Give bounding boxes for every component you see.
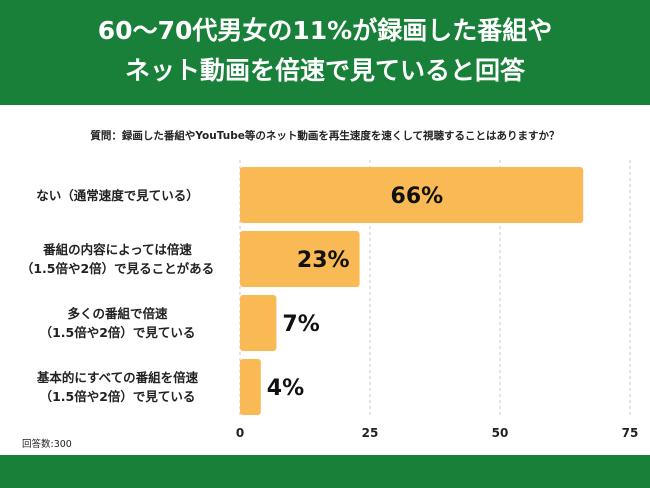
- category-label-line: 基本的にすべての番組を倍速: [36, 370, 199, 385]
- title-line-1: 60〜70代男女の11%が録画した番組や: [97, 16, 553, 45]
- x-tick-label: 50: [492, 426, 509, 440]
- category-label: ない（通常速度で見ている）: [10, 186, 225, 205]
- title-banner: 60〜70代男女の11%が録画した番組や ネット動画を倍速で見ていると回答: [0, 0, 650, 105]
- data-label: 4%: [267, 376, 304, 401]
- category-label-line: 多くの番組で倍速: [67, 306, 168, 321]
- bar: [240, 231, 360, 287]
- category-label-line: （1.5倍や2倍）で見ている: [39, 389, 196, 404]
- title-line-2: ネット動画を倍速で見ていると回答: [124, 56, 525, 85]
- category-label-line: （1.5倍や2倍）で見ることがある: [20, 261, 215, 276]
- category-label: 番組の内容によっては倍速 （1.5倍や2倍）で見ることがある: [10, 240, 225, 278]
- data-label: 7%: [282, 312, 319, 337]
- x-tick-label: 25: [362, 426, 379, 440]
- bar: [240, 167, 584, 223]
- bar-chart: 0 25 50 75 66% 23% 7% 4%: [236, 160, 639, 440]
- x-tick-label: 75: [622, 426, 639, 440]
- bar: [240, 295, 277, 351]
- category-label: 基本的にすべての番組を倍速 （1.5倍や2倍）で見ている: [10, 368, 225, 406]
- category-label-line: （1.5倍や2倍）で見ている: [39, 325, 196, 340]
- category-label-line: 番組の内容によっては倍速: [43, 242, 192, 257]
- data-label: 23%: [297, 248, 350, 273]
- category-label: 多くの番組で倍速 （1.5倍や2倍）で見ている: [10, 304, 225, 342]
- x-tick-label: 0: [236, 426, 244, 440]
- category-label-line: ない（通常速度で見ている）: [36, 187, 199, 203]
- respondent-count: 回答数:300: [22, 439, 72, 450]
- survey-question: 質問：録画した番組やYouTube等のネット動画を再生速度を速くして視聴すること…: [90, 130, 560, 142]
- data-label: 66%: [391, 184, 444, 209]
- footer-band: [0, 455, 650, 488]
- bar: [240, 359, 261, 415]
